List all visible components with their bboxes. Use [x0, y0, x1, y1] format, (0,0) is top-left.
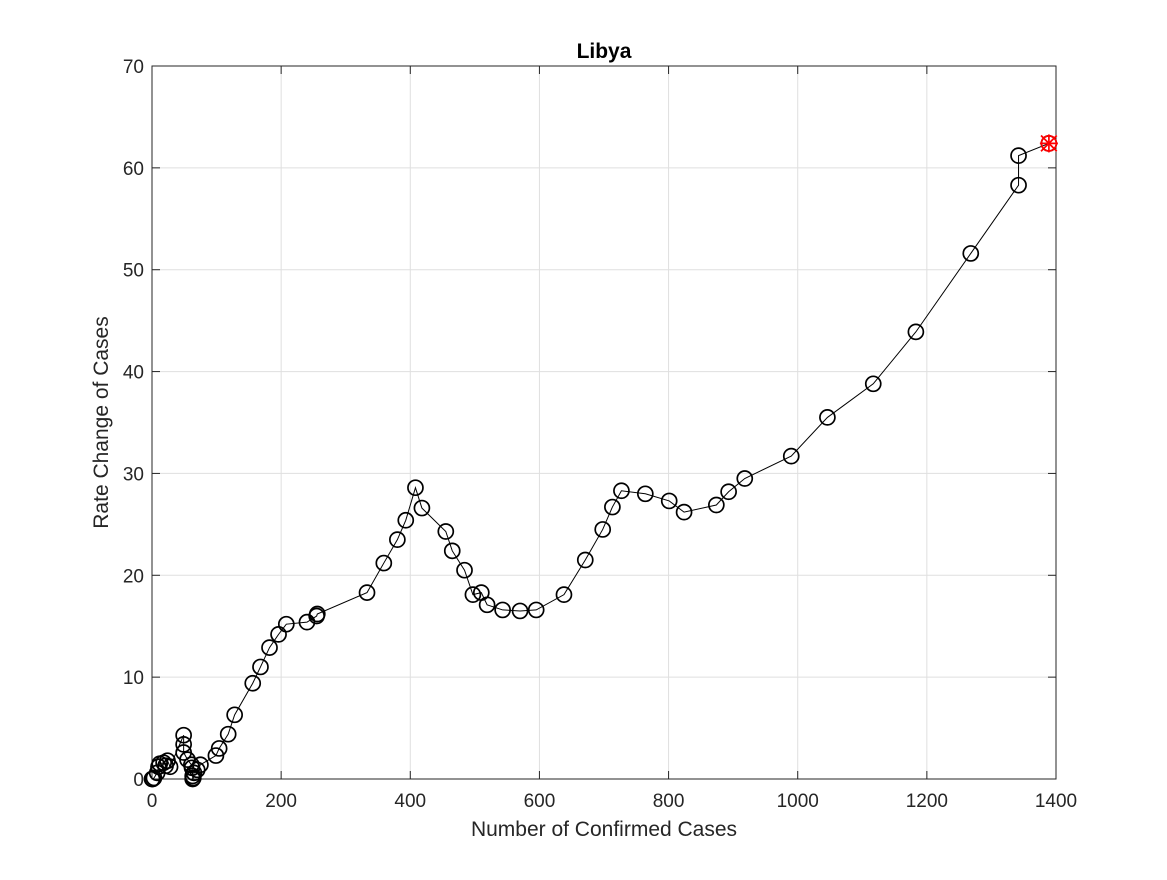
data-point — [576, 551, 594, 569]
x-tick-label: 200 — [265, 791, 297, 812]
data-point — [478, 596, 496, 614]
data-point — [456, 561, 473, 579]
data-point — [613, 482, 630, 500]
data-point — [864, 375, 882, 393]
data-point — [636, 485, 654, 503]
data-point — [708, 496, 725, 514]
x-tick-label: 800 — [653, 791, 685, 812]
highlight-point — [1039, 134, 1058, 153]
data-point — [261, 639, 278, 656]
x-axis-label: Number of Confirmed Cases — [471, 818, 737, 841]
data-point — [145, 769, 163, 787]
x-tick-label: 0 — [147, 791, 158, 812]
data-point — [244, 674, 262, 692]
data-point — [184, 769, 202, 787]
y-tick-label: 50 — [123, 261, 144, 282]
data-point — [277, 615, 295, 633]
data-point — [375, 554, 393, 572]
y-tick-label: 20 — [123, 566, 144, 587]
data-point — [188, 761, 206, 779]
data-point — [962, 245, 980, 262]
series-layer — [143, 135, 1058, 788]
y-axis-label: Rate Change of Cases — [90, 316, 113, 528]
data-point — [192, 756, 209, 774]
data-point — [308, 605, 326, 623]
data-point — [397, 511, 415, 529]
plot-area — [152, 66, 1056, 779]
axes-box — [151, 65, 1057, 780]
data-point — [226, 706, 244, 724]
highlight-layer — [1039, 134, 1058, 153]
data-point — [175, 736, 192, 753]
y-tick-label: 40 — [123, 363, 144, 384]
data-point — [407, 479, 424, 497]
data-point — [413, 499, 431, 517]
data-point — [819, 409, 836, 426]
data-point — [464, 586, 482, 603]
data-point — [594, 521, 612, 538]
data-point — [389, 531, 406, 548]
data-point — [298, 613, 316, 631]
data-point — [161, 758, 179, 776]
data-point — [736, 470, 754, 487]
x-tick-label: 400 — [394, 791, 426, 812]
data-point — [782, 447, 800, 465]
data-point — [1010, 147, 1027, 164]
data-point — [443, 542, 461, 560]
data-point — [675, 503, 693, 521]
data-point — [907, 323, 925, 341]
y-tick-label: 70 — [123, 57, 144, 78]
data-point — [527, 601, 545, 619]
data-point — [660, 492, 678, 510]
data-point — [494, 601, 511, 619]
chart-title: Libya — [577, 40, 632, 63]
x-tick-label: 600 — [524, 791, 556, 812]
data-point — [720, 483, 737, 501]
data-point — [358, 584, 376, 601]
data-point — [604, 498, 621, 516]
y-tick-label: 0 — [133, 770, 144, 791]
y-tick-label: 60 — [123, 159, 144, 180]
y-tick-label: 30 — [123, 464, 144, 485]
data-point — [219, 725, 237, 743]
ticks: 0 200 400 600 800 1000 1200 1400 0 10 20 30 40 50 60 70 — [123, 57, 1077, 812]
series-0 — [143, 135, 1058, 788]
data-point — [1010, 176, 1027, 194]
x-tick-label: 1200 — [906, 791, 948, 812]
data-point — [210, 740, 228, 757]
data-point — [555, 586, 573, 603]
data-point — [437, 523, 455, 540]
data-point — [175, 726, 192, 744]
data-point — [511, 602, 529, 620]
x-tick-label: 1000 — [777, 791, 819, 812]
data-point — [252, 658, 269, 676]
y-tick-label: 10 — [123, 668, 144, 689]
axes — [151, 65, 1057, 780]
x-tick-label: 1400 — [1035, 791, 1077, 812]
